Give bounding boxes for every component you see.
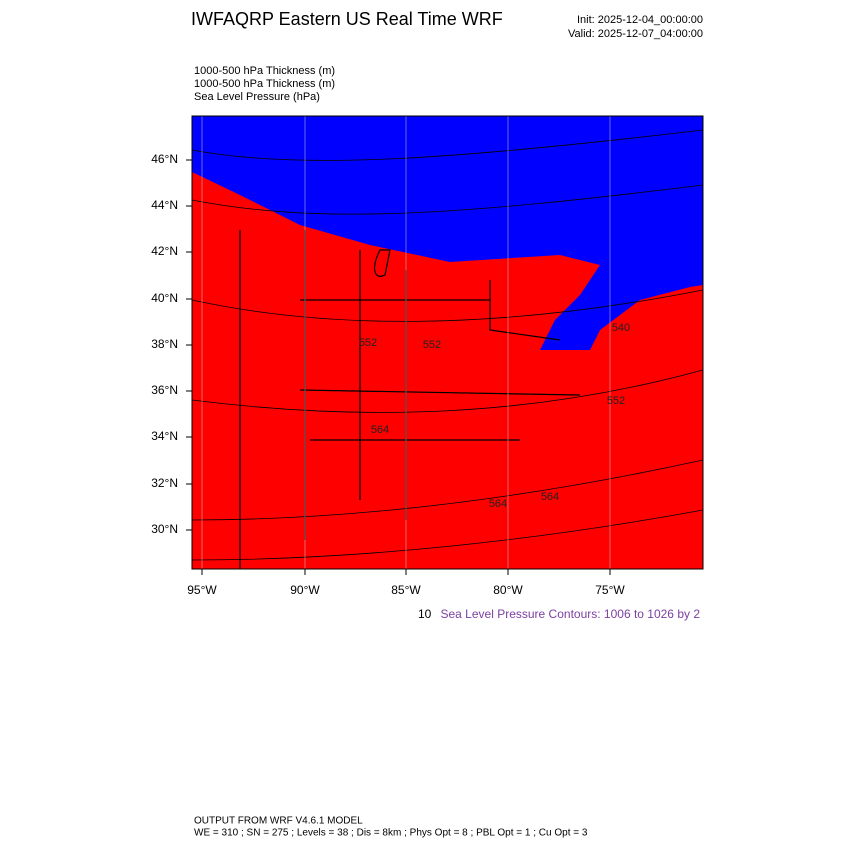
lon-label: 90°W (290, 583, 320, 597)
init-time: Init: 2025-12-04_00:00:00 (577, 14, 703, 26)
title: IWFAQRP Eastern US Real Time WRF (191, 9, 503, 29)
footer-line: WE = 310 ; SN = 275 ; Levels = 38 ; Dis … (194, 828, 588, 839)
contour-label: 564 (371, 424, 389, 436)
field-label: Sea Level Pressure (hPa) (194, 91, 320, 103)
field-label: 1000-500 hPa Thickness (m) (194, 78, 335, 90)
axis-labels: 46°N 44°N 42°N 40°N 38°N 36°N 34°N 32°N 30°N 95°W… (151, 152, 625, 597)
valid-time: Valid: 2025-12-07_04:00:00 (568, 28, 703, 40)
lon-label: 85°W (391, 583, 421, 597)
contour-label: 552 (359, 337, 377, 349)
graticule (201, 116, 611, 569)
lat-label: 42°N (151, 244, 178, 258)
contour-label: 540 (612, 322, 630, 334)
lat-label: 40°N (151, 291, 178, 305)
contour-labels: 552 552 564 564 564 552 540 (359, 322, 630, 510)
lon-label: 75°W (595, 583, 625, 597)
contour-label: 552 (607, 395, 625, 407)
contours (192, 129, 703, 561)
field-label: 1000-500 hPa Thickness (m) (194, 65, 335, 77)
cold-region (192, 116, 703, 350)
contour-note: Sea Level Pressure Contours: 1006 to 102… (441, 607, 701, 621)
footer-line: OUTPUT FROM WRF V4.6.1 MODEL (194, 816, 363, 827)
lat-label: 38°N (151, 337, 178, 351)
lon-label: 95°W (187, 583, 217, 597)
lat-label: 32°N (151, 476, 178, 490)
lat-label: 44°N (151, 198, 178, 212)
contour-label: 564 (489, 498, 507, 510)
contour-label: 564 (541, 491, 559, 503)
lat-label: 30°N (151, 522, 178, 536)
contour-label: 552 (423, 339, 441, 351)
map-frame (191, 115, 704, 570)
map: 552 552 564 564 564 552 540 (192, 116, 703, 569)
lat-label: 36°N (151, 383, 178, 397)
lat-label: 46°N (151, 152, 178, 166)
contour-note-prefix: 10 (418, 607, 432, 621)
lon-label: 80°W (493, 583, 523, 597)
lat-label: 34°N (151, 429, 178, 443)
